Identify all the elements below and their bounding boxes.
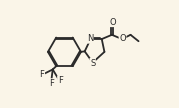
Text: F: F [58,76,63,85]
Text: N: N [87,34,93,43]
Text: F: F [49,79,54,88]
Text: S: S [90,59,95,68]
Text: O: O [119,33,126,43]
Text: F: F [40,70,45,79]
Text: O: O [109,17,116,27]
